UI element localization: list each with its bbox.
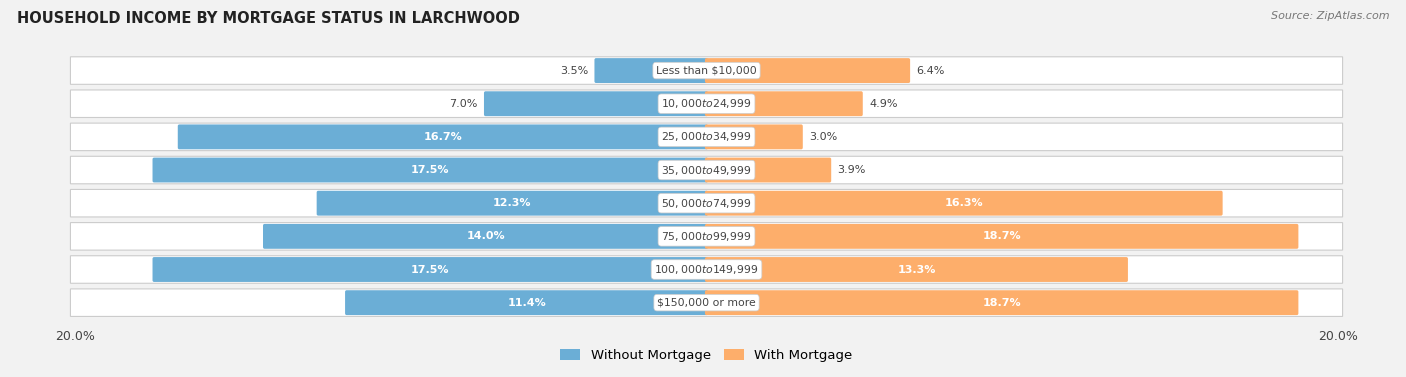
FancyBboxPatch shape bbox=[704, 91, 863, 116]
Text: 4.9%: 4.9% bbox=[869, 99, 897, 109]
FancyBboxPatch shape bbox=[70, 90, 1343, 118]
Text: 18.7%: 18.7% bbox=[983, 231, 1021, 241]
FancyBboxPatch shape bbox=[704, 290, 1298, 315]
Text: $50,000 to $74,999: $50,000 to $74,999 bbox=[661, 197, 752, 210]
Text: $10,000 to $24,999: $10,000 to $24,999 bbox=[661, 97, 752, 110]
FancyBboxPatch shape bbox=[704, 257, 1128, 282]
FancyBboxPatch shape bbox=[152, 257, 709, 282]
Text: $25,000 to $34,999: $25,000 to $34,999 bbox=[661, 130, 752, 143]
FancyBboxPatch shape bbox=[316, 191, 709, 216]
FancyBboxPatch shape bbox=[152, 158, 709, 182]
Text: 12.3%: 12.3% bbox=[494, 198, 531, 208]
Text: $35,000 to $49,999: $35,000 to $49,999 bbox=[661, 164, 752, 176]
FancyBboxPatch shape bbox=[704, 158, 831, 182]
FancyBboxPatch shape bbox=[70, 156, 1343, 184]
Text: 3.5%: 3.5% bbox=[560, 66, 588, 75]
FancyBboxPatch shape bbox=[263, 224, 709, 249]
FancyBboxPatch shape bbox=[704, 224, 1298, 249]
Text: 16.7%: 16.7% bbox=[423, 132, 463, 142]
FancyBboxPatch shape bbox=[70, 289, 1343, 316]
Text: Source: ZipAtlas.com: Source: ZipAtlas.com bbox=[1271, 11, 1389, 21]
Text: 17.5%: 17.5% bbox=[411, 165, 450, 175]
FancyBboxPatch shape bbox=[595, 58, 709, 83]
Text: 16.3%: 16.3% bbox=[945, 198, 983, 208]
FancyBboxPatch shape bbox=[177, 124, 709, 149]
FancyBboxPatch shape bbox=[70, 222, 1343, 250]
Text: $75,000 to $99,999: $75,000 to $99,999 bbox=[661, 230, 752, 243]
FancyBboxPatch shape bbox=[704, 124, 803, 149]
Text: 11.4%: 11.4% bbox=[508, 298, 546, 308]
FancyBboxPatch shape bbox=[70, 57, 1343, 84]
Text: Less than $10,000: Less than $10,000 bbox=[657, 66, 756, 75]
FancyBboxPatch shape bbox=[344, 290, 709, 315]
Text: 3.9%: 3.9% bbox=[838, 165, 866, 175]
FancyBboxPatch shape bbox=[704, 58, 910, 83]
Text: 14.0%: 14.0% bbox=[467, 231, 505, 241]
Text: $100,000 to $149,999: $100,000 to $149,999 bbox=[654, 263, 759, 276]
Text: 6.4%: 6.4% bbox=[917, 66, 945, 75]
Text: 7.0%: 7.0% bbox=[450, 99, 478, 109]
Text: $150,000 or more: $150,000 or more bbox=[657, 298, 756, 308]
FancyBboxPatch shape bbox=[704, 191, 1223, 216]
Legend: Without Mortgage, With Mortgage: Without Mortgage, With Mortgage bbox=[555, 343, 858, 367]
Text: 17.5%: 17.5% bbox=[411, 265, 450, 274]
FancyBboxPatch shape bbox=[70, 123, 1343, 151]
Text: 13.3%: 13.3% bbox=[897, 265, 935, 274]
FancyBboxPatch shape bbox=[70, 256, 1343, 283]
Text: 3.0%: 3.0% bbox=[808, 132, 838, 142]
FancyBboxPatch shape bbox=[484, 91, 709, 116]
Text: HOUSEHOLD INCOME BY MORTGAGE STATUS IN LARCHWOOD: HOUSEHOLD INCOME BY MORTGAGE STATUS IN L… bbox=[17, 11, 520, 26]
Text: 18.7%: 18.7% bbox=[983, 298, 1021, 308]
FancyBboxPatch shape bbox=[70, 189, 1343, 217]
